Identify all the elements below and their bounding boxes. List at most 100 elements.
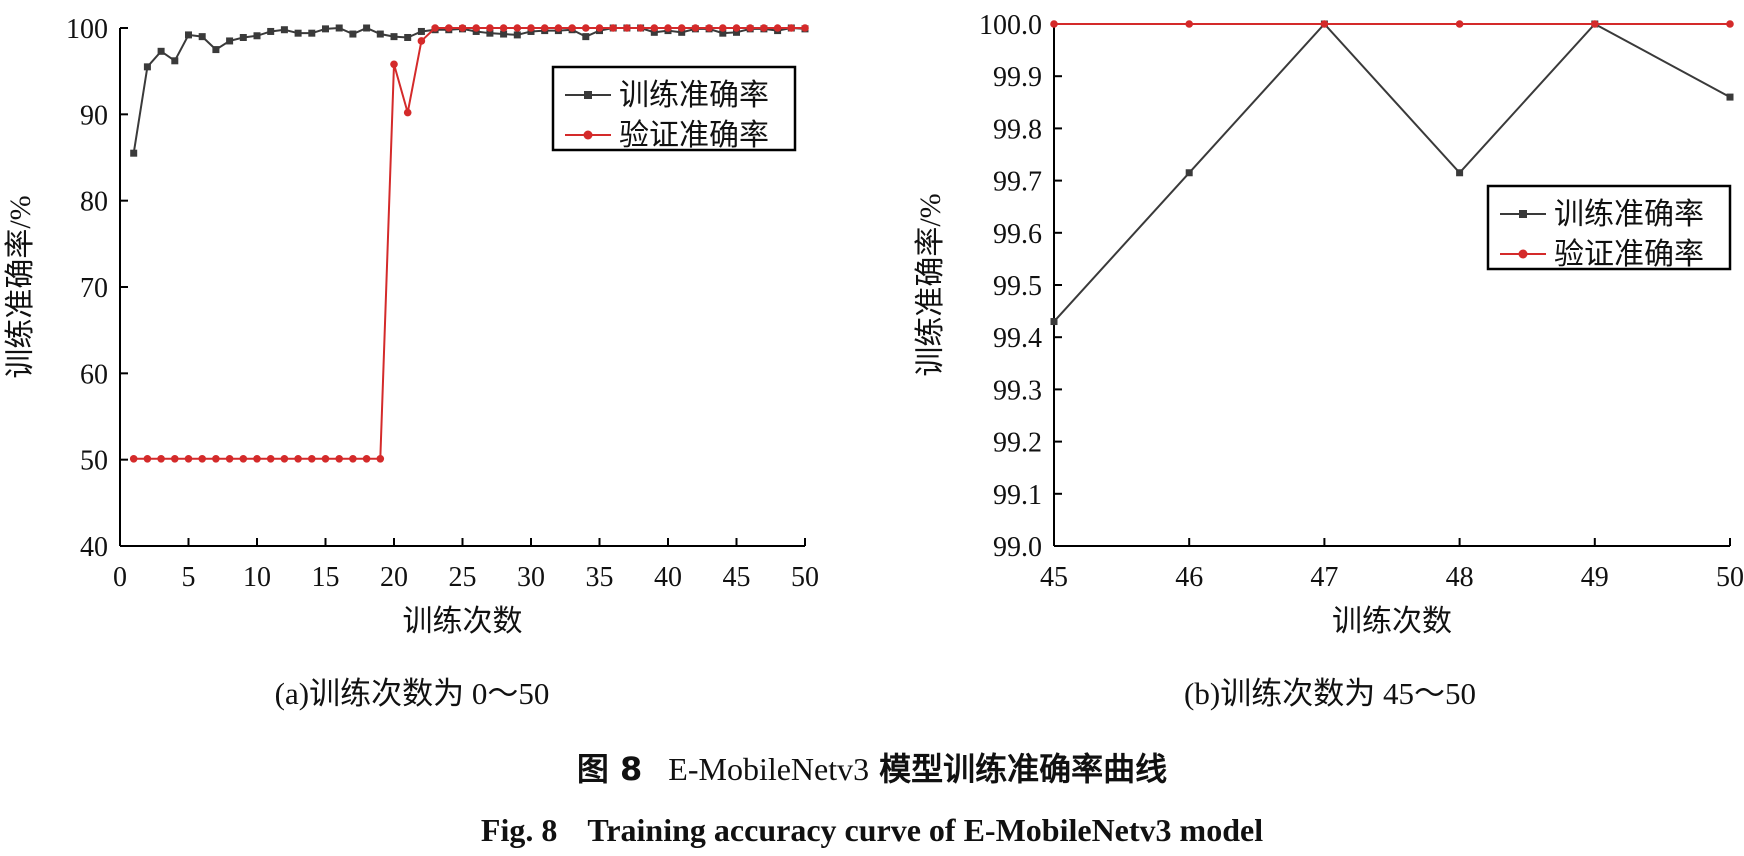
train-accuracy-point — [650, 28, 658, 36]
train-accuracy-point — [500, 30, 508, 38]
val-accuracy-point — [664, 24, 672, 32]
y-tick-label: 80 — [80, 187, 108, 218]
legend-box — [1486, 184, 1732, 271]
x-tick-label: 49 — [1581, 562, 1609, 593]
val-accuracy-point — [609, 24, 617, 32]
caption-cn-model: E-MobileNetv3 — [668, 751, 869, 787]
x-tick-label: 47 — [1310, 562, 1338, 593]
val-accuracy-point — [705, 24, 713, 32]
y-tick-label: 99.2 — [993, 428, 1042, 459]
train-accuracy-point — [267, 27, 275, 35]
train-accuracy-point — [294, 29, 302, 37]
train-accuracy-point — [308, 29, 316, 37]
y-tick-label: 70 — [80, 273, 108, 304]
y-tick-label: 99.4 — [993, 323, 1042, 354]
val-accuracy-point — [787, 24, 796, 32]
y-tick-label: 99.6 — [993, 219, 1042, 250]
x-tick-label: 48 — [1446, 562, 1474, 593]
val-accuracy-point — [1591, 20, 1599, 28]
train-accuracy-point — [733, 28, 740, 36]
val-accuracy-point — [746, 24, 754, 32]
val-accuracy-point — [390, 60, 398, 69]
val-accuracy-point — [691, 24, 700, 32]
val-accuracy-point — [719, 24, 727, 32]
val-accuracy-point — [280, 455, 289, 463]
val-accuracy-point — [582, 24, 590, 32]
y-tick-label: 40 — [80, 532, 108, 563]
chart-a: 40 50 60 70 80 90 100 0 5 10 15 20 25 30 35 40 45 50 训练次数 训… — [4, 14, 819, 638]
val-accuracy-point — [349, 455, 357, 463]
val-accuracy-point — [595, 24, 604, 32]
val-accuracy-point — [650, 24, 659, 32]
caption-cn-prefix: 图 8 — [577, 750, 642, 788]
train-accuracy-point — [143, 63, 151, 71]
x-tick-label: 30 — [517, 562, 545, 593]
legend-label: 训练准确率 — [619, 79, 769, 112]
figure-caption: 图 8 E-MobileNetv3 模型训练准确率曲线 Fig. 8 Training… — [481, 750, 1263, 848]
x-tick-label: 0 — [113, 562, 127, 593]
y-axis-label: 训练准确率/% — [914, 193, 947, 376]
val-accuracy-point — [486, 24, 494, 32]
val-accuracy-point — [376, 455, 385, 463]
train-accuracy-point — [719, 29, 727, 37]
val-accuracy-point — [403, 108, 412, 117]
val-accuracy-point — [732, 24, 741, 32]
x-tick-label: 25 — [449, 562, 477, 593]
val-accuracy-point — [253, 455, 261, 463]
val-accuracy-point — [499, 24, 508, 32]
x-axis-label: 训练次数 — [403, 605, 523, 638]
val-accuracy-point — [198, 455, 206, 463]
x-tick-label: 35 — [586, 562, 614, 593]
val-accuracy-point — [636, 24, 645, 32]
val-accuracy-point — [1185, 20, 1193, 28]
val-accuracy-point — [513, 24, 522, 32]
val-accuracy-point — [266, 455, 275, 463]
legend-marker-square — [584, 91, 592, 99]
val-accuracy-point — [239, 455, 248, 463]
val-accuracy-point — [458, 24, 467, 32]
y-tick-label: 60 — [80, 359, 108, 390]
legend-label: 验证准确率 — [619, 119, 769, 152]
val-accuracy-point — [171, 455, 179, 463]
x-tick-label: 5 — [182, 562, 196, 593]
train-accuracy-point — [253, 32, 261, 40]
chart-b: 99.0 99.1 99.2 99.3 99.4 99.5 99.6 99.7 99.8 99.9… — [914, 10, 1744, 638]
train-accuracy-point — [363, 24, 371, 32]
y-tick-label: 99.1 — [993, 480, 1042, 511]
subcaption-a: (a)训练次数为 0～50 — [275, 676, 550, 711]
val-accuracy-point — [472, 24, 481, 32]
val-accuracy-point — [623, 24, 631, 32]
val-accuracy-point — [540, 24, 549, 32]
x-tick-label: 20 — [380, 562, 408, 593]
train-accuracy-point — [335, 24, 343, 32]
val-accuracy-point — [773, 24, 782, 32]
val-accuracy-point — [677, 24, 686, 32]
x-axis-label: 训练次数 — [1332, 605, 1452, 638]
train-accuracy-point — [157, 47, 165, 55]
val-accuracy-point — [362, 455, 371, 463]
train-accuracy-line — [1053, 22, 1731, 323]
y-tick-label: 99.9 — [993, 62, 1042, 93]
val-accuracy-point — [184, 455, 193, 463]
train-accuracy-point — [513, 31, 521, 39]
x-tick-label: 15 — [312, 562, 340, 593]
train-accuracy-point — [678, 28, 686, 36]
train-accuracy-point — [322, 25, 329, 33]
train-accuracy-point — [390, 33, 398, 41]
val-accuracy-point — [308, 455, 316, 463]
y-tick-label: 99.7 — [993, 167, 1042, 198]
y-tick-label: 100 — [66, 14, 108, 45]
legend-label: 训练准确率 — [1554, 198, 1704, 231]
y-tick-label: 50 — [80, 446, 108, 477]
train-accuracy-point — [130, 149, 138, 157]
val-accuracy-point — [225, 455, 234, 463]
x-tick-label: 45 — [723, 562, 751, 593]
val-accuracy-point — [321, 455, 330, 463]
train-accuracy-point — [349, 30, 357, 38]
train-accuracy-point — [1726, 93, 1734, 101]
val-accuracy-point — [1050, 20, 1058, 28]
x-tick-label: 45 — [1040, 562, 1068, 593]
legend-box — [551, 65, 797, 152]
val-accuracy-point — [417, 37, 426, 45]
